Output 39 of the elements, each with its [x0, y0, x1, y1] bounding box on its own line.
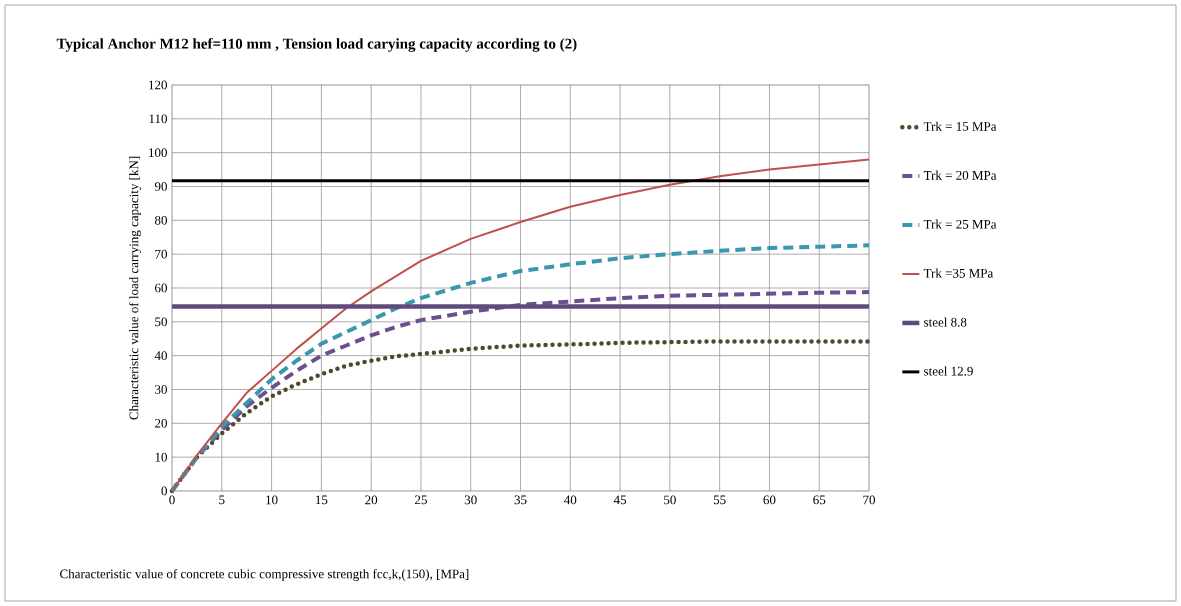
x-tick-label: 40 — [564, 495, 577, 505]
x-tick-label: 35 — [514, 495, 527, 505]
legend-label: Trk = 25 MPa — [923, 219, 997, 229]
legend-label: steel 8.8 — [924, 317, 967, 327]
legend-label: steel 12.9 — [924, 366, 973, 376]
y-tick-label: 20 — [155, 418, 167, 428]
y-tick-label: 90 — [154, 182, 167, 191]
x-tick-label: 65 — [813, 495, 826, 505]
legend-label: Trk =35 MPa — [923, 268, 994, 278]
y-tick-label: 80 — [154, 215, 167, 225]
x-tick-label: 10 — [266, 495, 278, 505]
chart-title: Typical Anchor M12 hef=110 mm , Tension load carying capacity according to (2) — [56, 38, 577, 52]
line-series — [170, 243, 872, 493]
x-tick-label: 50 — [664, 495, 676, 505]
y-tick-label: 70 — [155, 249, 167, 259]
line-series — [171, 158, 871, 492]
x-tick-label: 30 — [464, 495, 477, 505]
y-tick-label: 60 — [155, 283, 167, 293]
x-tick-label: 5 — [219, 495, 225, 505]
y-tick-label: 30 — [155, 385, 167, 394]
y-tick-label: 0 — [161, 486, 167, 496]
x-tick-label: 20 — [365, 495, 378, 505]
x-tick-label: 60 — [763, 495, 776, 505]
legend-label: Trk = 15 MPa — [923, 121, 997, 131]
y-tick-label: 10 — [155, 452, 167, 462]
y-tick-label: 110 — [149, 114, 167, 124]
legend-label: Trk = 20 MPa — [923, 170, 997, 180]
y-axis-title: Characteristic value of load carrying capacity [kN] — [129, 156, 141, 420]
x-axis-title: Characteristic value of concrete cubic compressive strength fcc,k,(150), [MPa] — [60, 569, 469, 581]
x-tick-label: 70 — [863, 495, 875, 505]
x-tick-label: 55 — [713, 495, 726, 505]
y-tick-label: 40 — [154, 351, 167, 361]
y-tick-label: 50 — [155, 317, 167, 327]
x-tick-label: 25 — [415, 495, 427, 505]
y-tick-label: 100 — [149, 148, 167, 158]
x-tick-label: 45 — [613, 495, 627, 505]
x-tick-label: 15 — [316, 495, 328, 505]
y-tick-label: 120 — [149, 80, 167, 90]
x-tick-label: 0 — [169, 495, 175, 505]
